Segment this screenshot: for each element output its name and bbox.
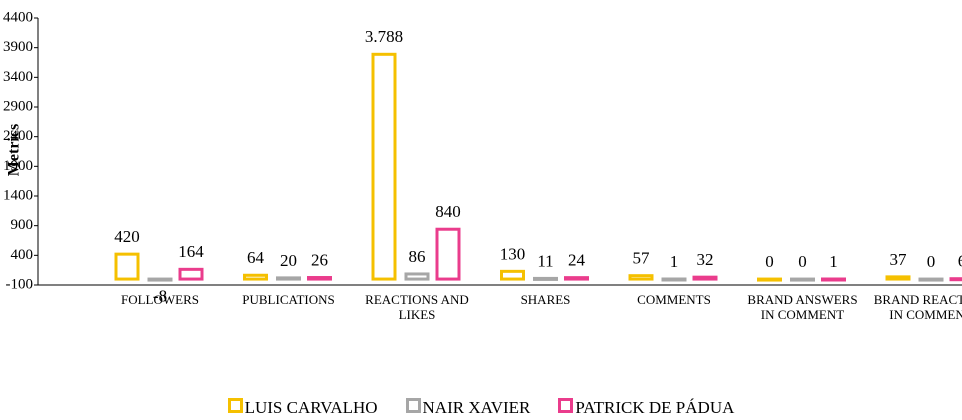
- data-label: 1: [670, 252, 679, 271]
- y-tick-label: 4400: [3, 9, 33, 25]
- legend-item: LUIS CARVALHO: [227, 398, 378, 418]
- x-tick-label: BRAND REACTION IN COMMENT: [873, 292, 962, 322]
- legend-item: PATRICK DE PÁDUA: [558, 398, 734, 418]
- y-tick-label: 900: [11, 217, 34, 233]
- y-tick-label: 3400: [3, 69, 33, 85]
- x-tick-label: REACTIONS AND LIKES: [365, 292, 469, 322]
- legend-swatch: [405, 398, 421, 413]
- y-tick-label: 3900: [3, 39, 33, 55]
- y-tick-label: 2900: [3, 98, 33, 114]
- x-tick-label: BRAND ANSWERS IN COMMENT: [747, 292, 858, 322]
- data-label: 130: [500, 244, 526, 263]
- bar: [564, 276, 589, 281]
- x-tick-label: SHARES: [520, 292, 571, 307]
- bar: [628, 274, 654, 281]
- legend-label: LUIS CARVALHO: [244, 398, 378, 417]
- bar: [661, 277, 687, 282]
- data-label: 1: [829, 252, 838, 271]
- data-label: 164: [178, 242, 204, 261]
- legend-swatch: [227, 398, 243, 413]
- bar: [918, 277, 944, 282]
- bar: [885, 275, 911, 281]
- data-label: 26: [311, 250, 328, 269]
- bar: [114, 252, 140, 281]
- data-label: 0: [927, 252, 936, 271]
- bar: [821, 277, 846, 282]
- legend-label: NAIR XAVIER: [422, 398, 531, 417]
- data-label: 57: [633, 249, 651, 268]
- legend-label: PATRICK DE PÁDUA: [575, 398, 735, 417]
- bar: [404, 272, 430, 281]
- bar: [757, 277, 782, 282]
- y-tick-label: 1900: [3, 158, 33, 174]
- x-tick-label: COMMENTS: [637, 292, 711, 307]
- bar: [692, 275, 718, 281]
- bar: [435, 227, 461, 281]
- x-tick-label: PUBLICATIONS: [242, 292, 335, 307]
- bar: [147, 277, 173, 282]
- data-label: 64: [247, 248, 265, 267]
- data-label: 11: [537, 251, 553, 270]
- data-label: 0: [798, 252, 807, 271]
- y-tick-label: 1400: [3, 187, 33, 203]
- y-axis-label: Metrics: [6, 124, 23, 176]
- bar: [371, 52, 397, 281]
- bar: [307, 276, 332, 281]
- bar: [500, 269, 525, 281]
- y-tick-label: 2400: [3, 128, 33, 144]
- x-tick-label: FOLLOWERS: [121, 292, 199, 307]
- bar: [790, 277, 815, 282]
- data-label: 24: [568, 251, 586, 270]
- legend-item: NAIR XAVIER: [405, 398, 531, 418]
- y-tick-label: -100: [6, 276, 34, 292]
- data-label: -8: [153, 286, 167, 305]
- legend: LUIS CARVALHO NAIR XAVIER PATRICK DE PÁDUA: [0, 398, 962, 418]
- bar: [276, 276, 301, 281]
- data-label: 37: [890, 250, 908, 269]
- data-label: 20: [280, 251, 297, 270]
- data-label: 86: [409, 247, 426, 266]
- data-label: 6: [958, 252, 962, 271]
- y-tick-label: 400: [11, 247, 34, 263]
- bar: [243, 273, 268, 281]
- data-label: 0: [765, 252, 774, 271]
- data-label: 3.788: [365, 27, 403, 46]
- data-label: 840: [435, 202, 461, 221]
- bar: [949, 277, 962, 282]
- bar: [533, 276, 558, 281]
- data-label: 420: [114, 227, 140, 246]
- legend-swatch: [558, 398, 574, 413]
- data-label: 32: [697, 250, 714, 269]
- bar: [178, 267, 204, 281]
